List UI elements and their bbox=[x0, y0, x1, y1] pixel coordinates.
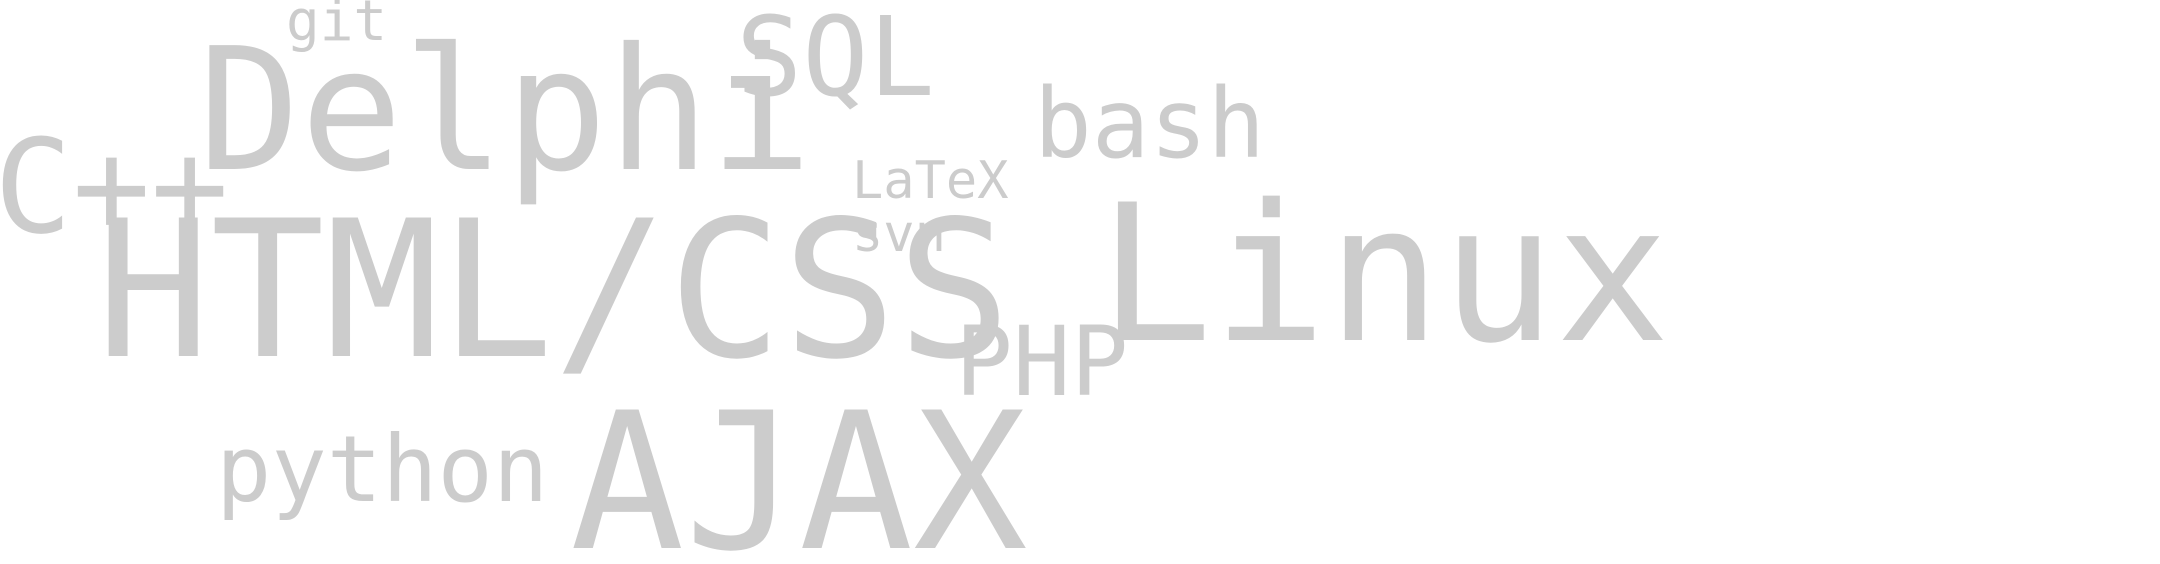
word-html-css[interactable]: HTML/CSS bbox=[96, 180, 1012, 401]
word-linux[interactable]: Linux bbox=[1098, 164, 1670, 385]
word-delphi[interactable]: Delphi bbox=[198, 12, 813, 210]
word-latex[interactable]: LaTeX bbox=[852, 151, 1009, 211]
word-bash[interactable]: bash bbox=[1034, 68, 1266, 180]
word-sql[interactable]: SQL bbox=[736, 0, 935, 121]
word-git[interactable]: git bbox=[286, 0, 388, 54]
word-php[interactable]: PHP bbox=[955, 306, 1129, 418]
word-python[interactable]: python bbox=[216, 416, 549, 523]
word-svn[interactable]: svn bbox=[852, 204, 946, 264]
word-ajax[interactable]: AJAX bbox=[570, 372, 1028, 564]
word-cpp[interactable]: C++ bbox=[0, 111, 229, 263]
